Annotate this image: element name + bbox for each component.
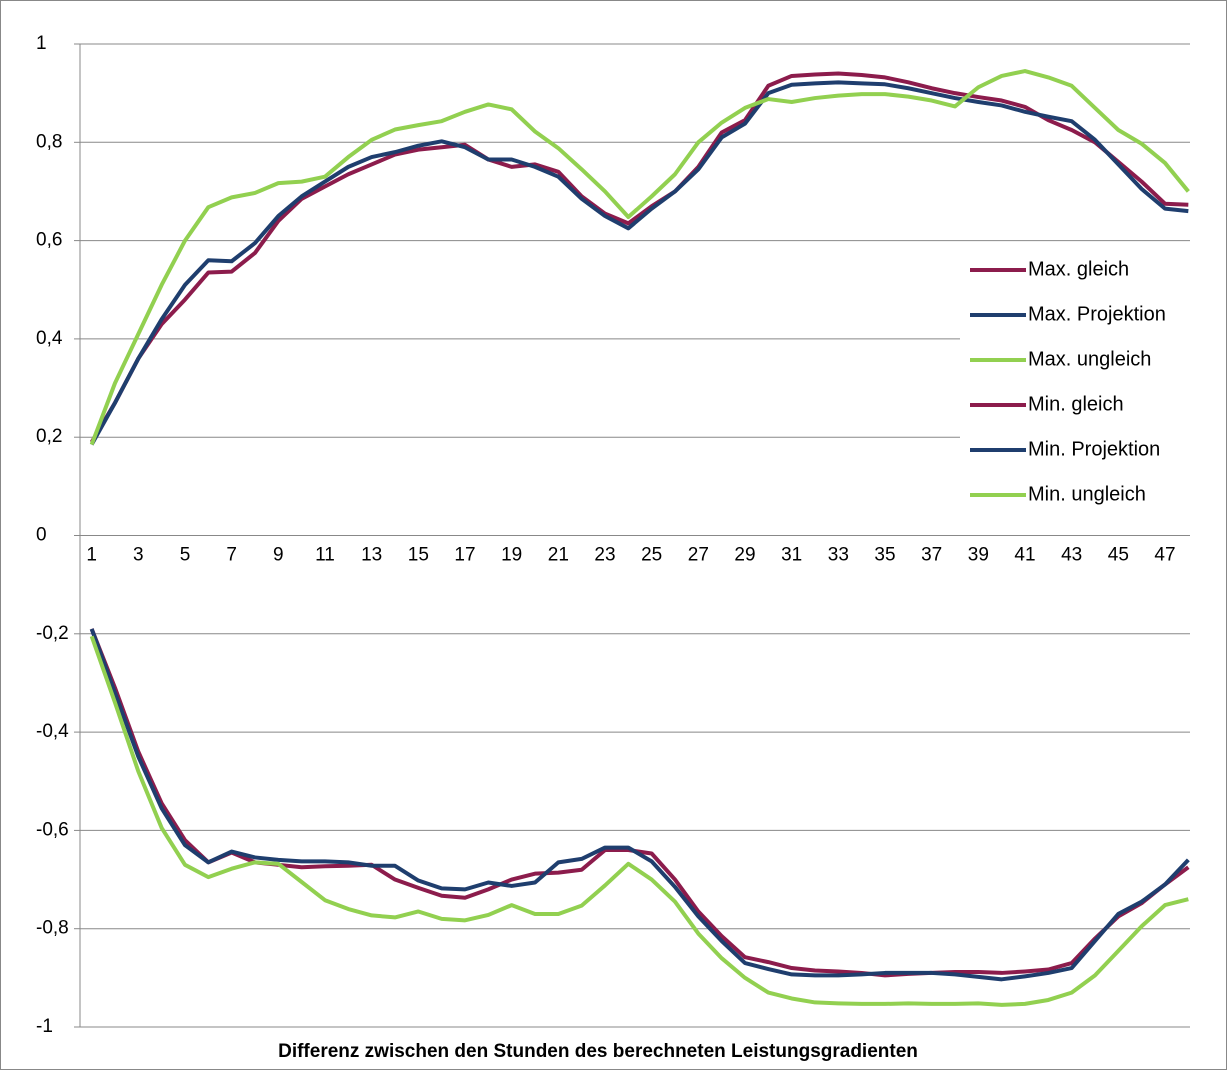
x-tick-label: 43 (1061, 545, 1082, 566)
x-tick-label: 15 (408, 545, 429, 566)
x-tick-label: 1 (86, 545, 97, 566)
y-tick-label: -1 (36, 1016, 53, 1037)
legend-label: Min. ungleich (1028, 483, 1146, 505)
x-tick-label: 23 (594, 545, 615, 566)
y-tick-label: 0,4 (36, 328, 63, 349)
x-tick-label: 47 (1154, 545, 1175, 566)
x-tick-label: 31 (781, 545, 802, 566)
x-axis-title: Differenz zwischen den Stunden des berec… (278, 1041, 918, 1062)
y-tick-label: 0,8 (36, 131, 62, 152)
series-line (89, 628, 1190, 982)
y-tick-label: 0,2 (36, 426, 62, 447)
y-tick-label: -0,8 (36, 918, 69, 939)
x-tick-label: 5 (180, 545, 191, 566)
x-tick-label: 13 (361, 545, 382, 566)
series-line (89, 69, 1190, 446)
x-tick-label: 17 (454, 545, 475, 566)
x-tick-label: 25 (641, 545, 662, 566)
x-tick-label: 21 (548, 545, 569, 566)
x-tick-label: 7 (226, 545, 237, 566)
x-tick-label: 27 (688, 545, 709, 566)
x-tick-label: 3 (133, 545, 144, 566)
series-line (89, 80, 1189, 446)
x-tick-label: 11 (315, 545, 335, 566)
legend-label: Min. Projektion (1028, 438, 1160, 460)
x-tick-label: 33 (828, 545, 849, 566)
y-tick-label: -0,4 (36, 721, 69, 742)
series-line (89, 71, 1189, 444)
y-tick-label: 0 (36, 525, 47, 546)
x-tick-label: 39 (968, 545, 989, 566)
y-tick-label: -0,2 (36, 623, 69, 644)
y-tick-label: -0,6 (36, 819, 69, 840)
x-tick-label: 29 (734, 545, 755, 566)
series-line (89, 635, 1189, 1007)
legend-label: Min. gleich (1028, 393, 1124, 415)
legend-label: Max. gleich (1028, 258, 1129, 280)
legend-label: Max. ungleich (1028, 348, 1151, 370)
x-tick-label: 35 (874, 545, 895, 566)
x-tick-label: 41 (1014, 545, 1035, 566)
x-tick-label: 45 (1108, 545, 1129, 566)
y-tick-label: 1 (36, 33, 47, 54)
legend-label: Max. Projektion (1028, 303, 1166, 325)
x-tick-label: 19 (501, 545, 522, 566)
legend-box (960, 248, 1218, 518)
x-tick-label: 9 (273, 545, 284, 566)
y-tick-label: 0,6 (36, 230, 62, 251)
x-tick-label: 37 (921, 545, 942, 566)
